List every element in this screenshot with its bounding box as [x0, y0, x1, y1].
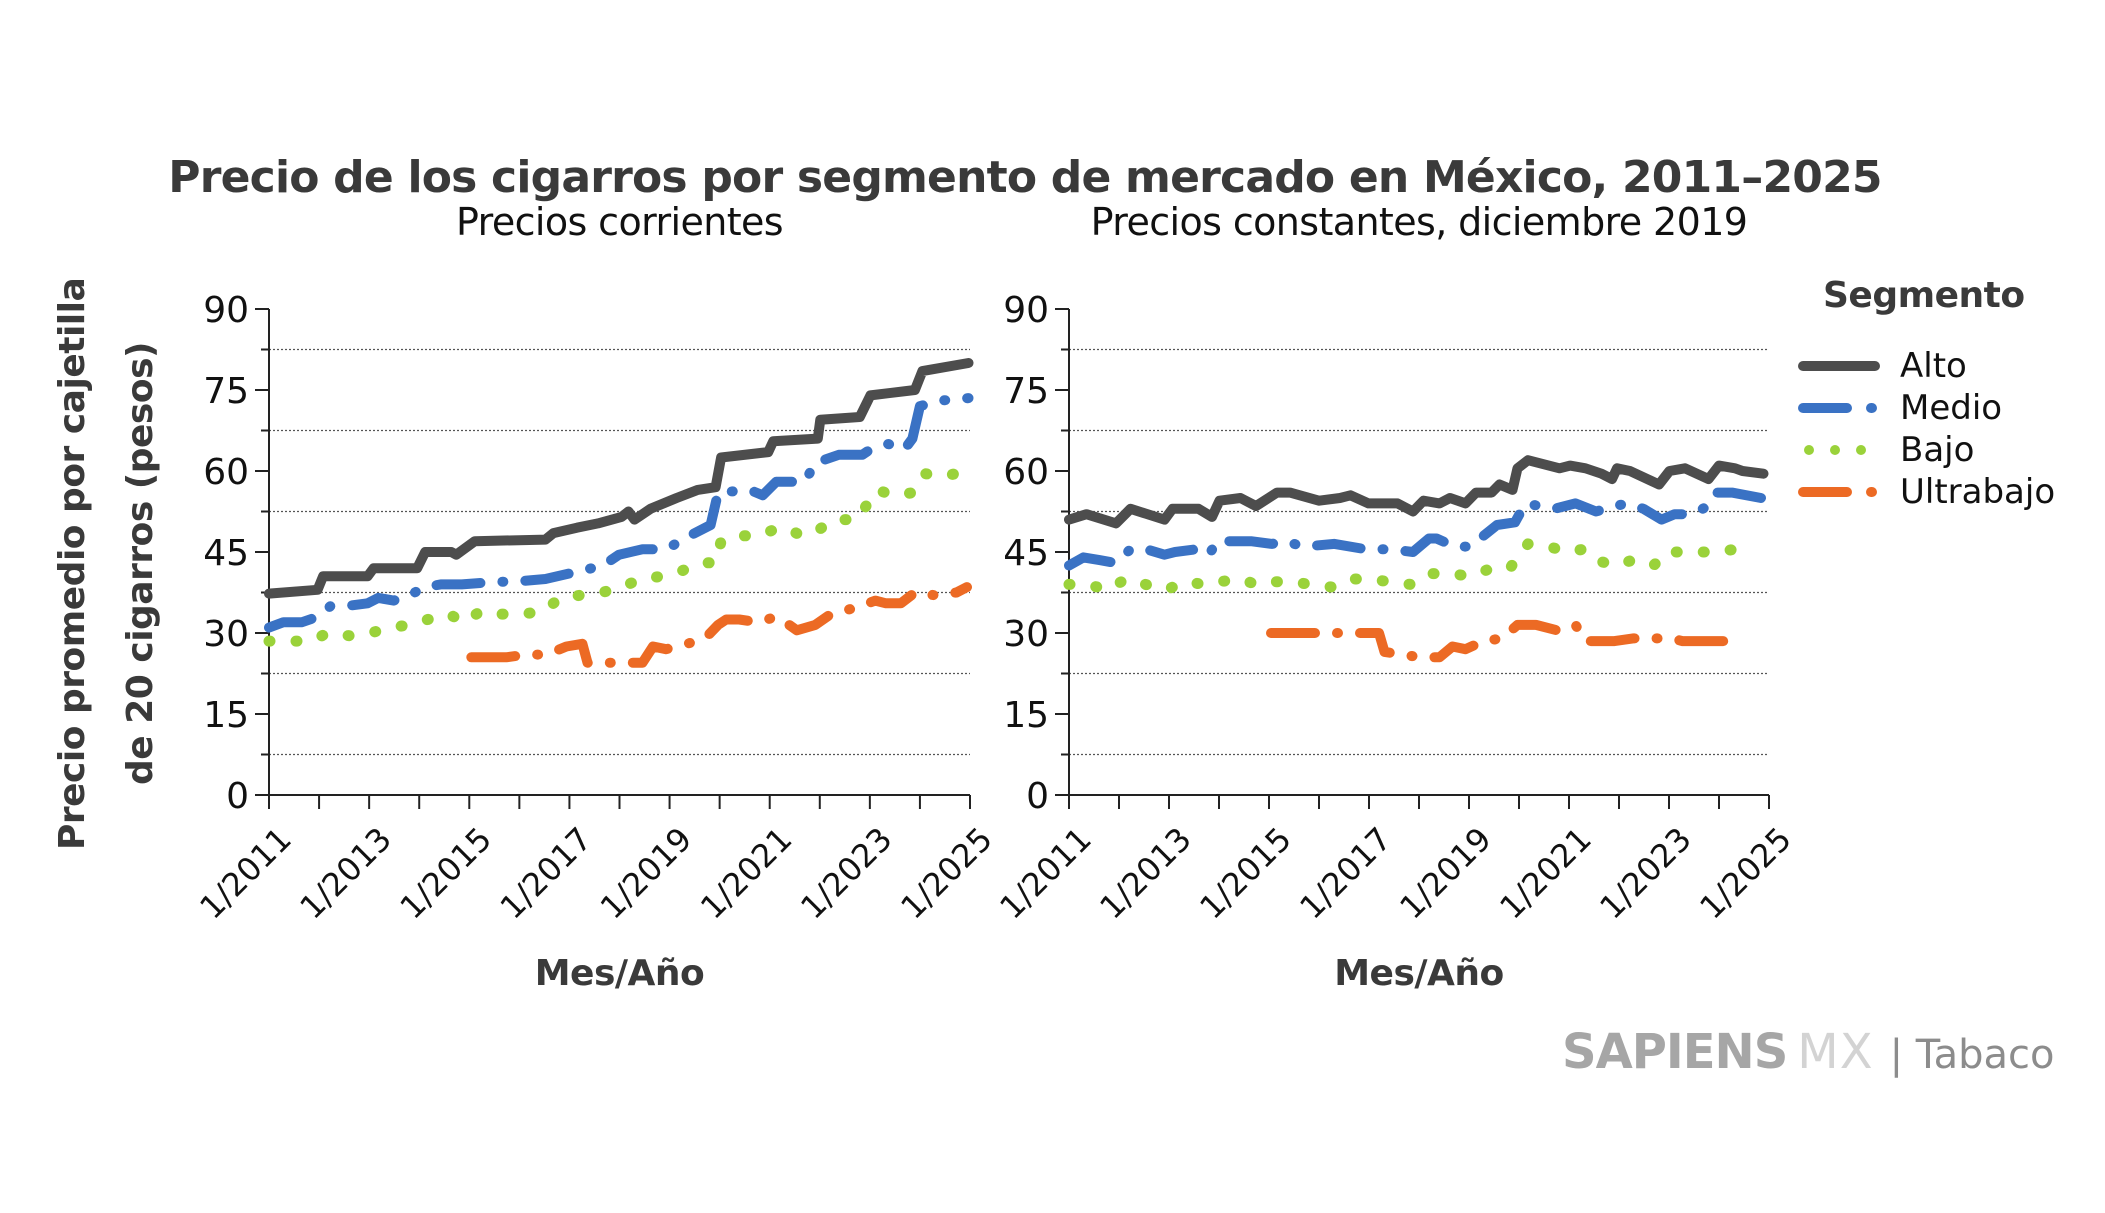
right-x-axis-title: Mes/Año [1334, 953, 1504, 994]
legend-label-medio: Medio [1900, 388, 2003, 428]
left-y-tick-label: 15 [203, 695, 249, 736]
right-x-tick-label: 1/2023 [1592, 820, 1698, 926]
right-series-bajo [1063, 538, 1756, 596]
right-y-tick-label: 60 [1003, 452, 1049, 493]
right-x-tick-label: 1/2017 [1292, 820, 1398, 926]
brand-logo: SAPIENS MX | Tabaco [1562, 1022, 2054, 1085]
legend-swatch-bajo [1804, 445, 1866, 455]
left-x-tick-label: 1/2025 [893, 820, 999, 926]
right-y-tick-label: 0 [1026, 776, 1049, 817]
chart-title: Precio de los cigarros por segmento de m… [168, 152, 1882, 203]
left-x-tick-label: 1/2015 [393, 820, 499, 926]
right-x-tick-label: 1/2013 [1092, 820, 1198, 926]
brand-section: | Tabaco [1889, 1032, 2055, 1078]
left-series-bajo [263, 468, 961, 647]
legend-item-ultrabajo[interactable]: Ultrabajo [1795, 471, 2105, 513]
right-y-tick-label: 90 [1003, 290, 1049, 331]
left-x-tick-label: 1/2011 [192, 820, 298, 926]
legend-swatch-medio [1798, 403, 1877, 413]
left-y-tick-label: 75 [203, 371, 249, 412]
right-series-alto [1064, 455, 1769, 529]
right-y-tick-label: 45 [1003, 533, 1049, 574]
left-x-tick-label: 1/2017 [493, 820, 599, 926]
right-x-tick-label: 1/2021 [1492, 820, 1598, 926]
left-y-tick-label: 90 [203, 290, 249, 331]
legend-swatch-alto [1798, 361, 1880, 371]
legend-label-ultrabajo: Ultrabajo [1900, 472, 2056, 512]
left-x-axis-title: Mes/Año [535, 953, 705, 994]
right-panel-title: Precios constantes, diciembre 2019 [1090, 200, 1748, 244]
left-y-tick-label: 30 [203, 614, 249, 655]
legend-item-alto[interactable]: Alto [1795, 345, 2105, 387]
right-series-ultrabajo [1266, 619, 1748, 663]
brand-name: SAPIENS [1562, 1024, 1788, 1080]
right-x-tick-label: 1/2011 [992, 820, 1098, 926]
left-x-tick-label: 1/2021 [693, 820, 799, 926]
left-series-alto [264, 358, 974, 599]
right-x-tick-label: 1/2019 [1392, 820, 1498, 926]
right-series-medio [1064, 487, 1766, 571]
left-y-tick-label: 0 [226, 776, 249, 817]
legend-item-bajo[interactable]: Bajo [1795, 429, 2105, 471]
right-y-tick-label: 30 [1003, 614, 1049, 655]
legend-label-alto: Alto [1900, 346, 1967, 386]
legend-item-medio[interactable]: Medio [1795, 387, 2105, 429]
left-x-tick-label: 1/2019 [593, 820, 699, 926]
right-y-tick-label: 15 [1003, 695, 1049, 736]
left-y-tick-label: 60 [203, 452, 249, 493]
right-x-tick-label: 1/2015 [1192, 820, 1298, 926]
legend-swatch-ultrabajo [1798, 487, 1877, 497]
right-x-tick-label: 1/2025 [1692, 820, 1798, 926]
left-series-medio [264, 393, 974, 633]
left-y-tick-label: 45 [203, 533, 249, 574]
legend-title: Segmento [1823, 275, 2025, 316]
left-x-tick-label: 1/2013 [292, 820, 398, 926]
right-y-tick-label: 75 [1003, 371, 1049, 412]
left-panel-title: Precios corrientes [455, 200, 784, 244]
left-x-tick-label: 1/2023 [793, 820, 899, 926]
left-series-ultrabajo [466, 582, 972, 668]
brand-suffix: MX [1797, 1024, 1874, 1080]
legend-label-bajo: Bajo [1900, 430, 1975, 470]
